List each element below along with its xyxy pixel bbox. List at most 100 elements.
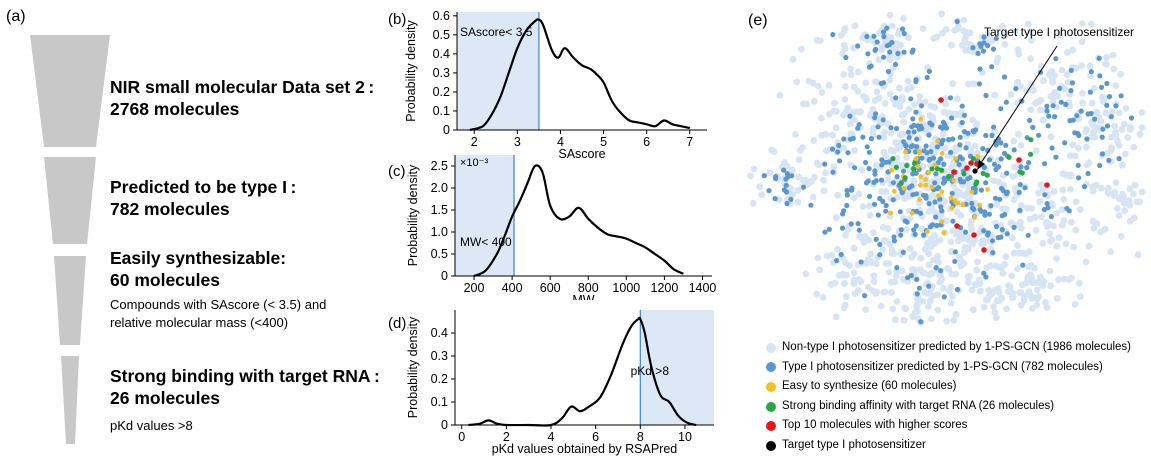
scatter-point-non-type-i [1001, 32, 1009, 39]
scatter-point-non-type-i [1017, 142, 1025, 149]
scatter-point-type-i [897, 209, 903, 215]
scatter-point-non-type-i [1038, 213, 1045, 221]
scatter-point-easy [972, 214, 978, 220]
scatter-point-type-i [933, 214, 939, 220]
scatter-point-non-type-i [1078, 38, 1086, 46]
x-tick-label: 6 [592, 430, 599, 444]
scatter-point-type-i [921, 148, 927, 154]
scatter-point-type-i [993, 35, 999, 41]
scatter-point-easy [939, 219, 945, 224]
scatter-point-non-type-i [1007, 219, 1015, 227]
scatter-point-type-i [934, 144, 940, 150]
scatter-point-non-type-i [886, 76, 894, 84]
scatter-point-non-type-i [822, 169, 829, 177]
y-tick-label: 0.4 [431, 326, 448, 340]
scatter-point-non-type-i [794, 198, 802, 206]
scatter-point-non-type-i [820, 176, 827, 184]
scatter-point-type-i [998, 185, 1005, 191]
scatter-point-non-type-i [1059, 170, 1067, 178]
scatter-point-type-i [990, 46, 997, 52]
scatter-point-non-type-i [818, 89, 826, 96]
scatter-point-non-type-i [980, 303, 988, 311]
scatter-point-non-type-i [1010, 196, 1018, 204]
scatter-point-type-i [1066, 208, 1072, 214]
scatter-point-non-type-i [1076, 206, 1084, 214]
scatter-point-easy [917, 197, 922, 202]
scatter-point-type-i [1002, 211, 1008, 218]
scatter-point-non-type-i [1069, 141, 1077, 149]
scatter-point-binding [934, 166, 940, 172]
scatter-point-non-type-i [1101, 225, 1109, 233]
scatter-point-non-type-i [959, 41, 966, 49]
scatter-point-non-type-i [1125, 197, 1133, 205]
scatter-point-type-i [788, 196, 794, 202]
scatter-point-non-type-i [1111, 189, 1119, 196]
scatter-point-type-i [918, 319, 924, 325]
scatter-point-non-type-i [1075, 144, 1082, 152]
scatter-point-non-type-i [1024, 20, 1032, 28]
scatter-point-type-i [1106, 157, 1112, 163]
scatter-point-non-type-i [1053, 242, 1061, 250]
scatter-point-non-type-i [921, 98, 929, 106]
scatter-point-non-type-i [886, 90, 894, 98]
x-tick-label: 0 [458, 430, 465, 444]
scatter-point-type-i [905, 129, 911, 135]
scatter-point-non-type-i [917, 254, 925, 262]
chart-b: 2 3 4 5 6 7 0 0.1 0.2 0.3 0.4 0.5 0.6 SAscore Probabil… [388, 9, 707, 160]
scatter-point-type-i [1104, 102, 1110, 108]
scatter-point-type-i [976, 81, 982, 87]
scatter-point-non-type-i [897, 131, 904, 139]
scatter-point-non-type-i [1121, 207, 1128, 215]
scatter-point-non-type-i [934, 253, 941, 260]
scatter-point-non-type-i [904, 77, 912, 85]
scatter-point-non-type-i [891, 316, 899, 324]
scatter-point-non-type-i [1075, 279, 1083, 287]
scatter-point-top10 [981, 247, 987, 253]
scatter-point-type-i [1004, 231, 1010, 237]
scatter-point-non-type-i [926, 297, 934, 305]
scatter-point-non-type-i [882, 260, 890, 267]
scatter-point-non-type-i [822, 130, 830, 138]
scatter-point-type-i [1044, 201, 1050, 207]
scatter-point-non-type-i [1082, 143, 1090, 151]
scatter-point-non-type-i [1040, 77, 1047, 84]
scatter-point-non-type-i [747, 172, 754, 180]
scatter-point-non-type-i [910, 177, 918, 185]
scatter-point-non-type-i [1090, 224, 1098, 232]
scatter-point-non-type-i [1122, 105, 1130, 112]
funnel-stage-4-text: Strong binding with target RNA : 26 mole… [110, 365, 380, 435]
scatter-point-non-type-i [1085, 242, 1093, 250]
scatter-point-non-type-i [893, 154, 901, 162]
scatter-point-type-i [1099, 151, 1106, 157]
x-axis-label: SAscore [558, 147, 605, 160]
legend-item: Top 10 molecules with higher scores [766, 416, 1131, 436]
scatter-point-easy [913, 156, 919, 162]
scatter-point-type-i [1027, 117, 1033, 123]
y-axis-label: Probability density [406, 164, 420, 266]
scatter-point-type-i [993, 223, 1000, 230]
scatter-point-type-i [908, 96, 914, 102]
scatter-point-easy [939, 151, 945, 156]
scatter-point-type-i [1096, 55, 1102, 61]
scatter-point-easy [889, 168, 894, 173]
scatter-point-type-i [905, 275, 911, 281]
scatter-point-non-type-i [1039, 239, 1047, 247]
x-tick-label: 8 [637, 430, 644, 444]
scatter-point-non-type-i [850, 244, 858, 252]
scatter-point-non-type-i [862, 94, 870, 102]
scatter-point-non-type-i [1042, 219, 1050, 226]
scatter-point-type-i [991, 161, 997, 167]
scatter-point-non-type-i [1023, 87, 1030, 95]
scatter-point-non-type-i [1124, 134, 1131, 141]
scatter-point-non-type-i [1090, 85, 1098, 92]
scatter-point-type-i [1042, 192, 1048, 198]
scatter-point-non-type-i [1066, 152, 1074, 160]
scatter-point-type-i [919, 155, 925, 161]
scatter-point-type-i [950, 136, 956, 142]
scatter-point-non-type-i [1117, 70, 1125, 78]
scatter-point-non-type-i [902, 305, 910, 313]
scatter-point-type-i [932, 180, 938, 186]
scatter-point-non-type-i [893, 272, 900, 280]
scatter-point-type-i [973, 127, 979, 133]
scatter-point-type-i [941, 294, 947, 300]
